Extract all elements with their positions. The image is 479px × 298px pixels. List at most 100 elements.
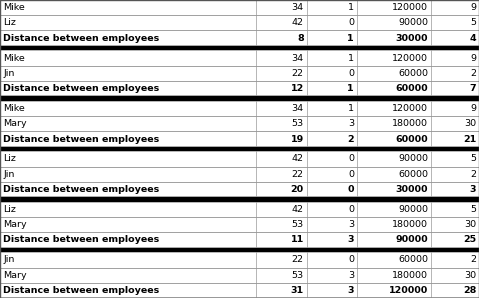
Text: 2: 2 bbox=[470, 255, 476, 264]
Text: 5: 5 bbox=[470, 18, 476, 27]
Bar bbox=[0, 252, 479, 268]
Text: 22: 22 bbox=[292, 69, 304, 78]
Bar bbox=[0, 248, 479, 252]
Text: 60000: 60000 bbox=[396, 134, 428, 144]
Text: Liz: Liz bbox=[3, 154, 16, 164]
Text: 19: 19 bbox=[290, 134, 304, 144]
Text: Distance between employees: Distance between employees bbox=[3, 235, 160, 244]
Text: 42: 42 bbox=[292, 205, 304, 214]
Text: 60000: 60000 bbox=[398, 170, 428, 179]
Text: 7: 7 bbox=[469, 84, 476, 93]
Bar bbox=[0, 66, 479, 81]
Bar bbox=[0, 30, 479, 46]
Text: 53: 53 bbox=[292, 220, 304, 229]
Text: 34: 34 bbox=[292, 3, 304, 12]
Text: 3: 3 bbox=[348, 271, 354, 280]
Bar bbox=[0, 167, 479, 182]
Text: 3: 3 bbox=[348, 119, 354, 128]
Bar bbox=[0, 217, 479, 232]
Bar bbox=[0, 283, 479, 298]
Text: 22: 22 bbox=[292, 170, 304, 179]
Text: Jin: Jin bbox=[3, 69, 15, 78]
Text: 3: 3 bbox=[348, 220, 354, 229]
Text: Distance between employees: Distance between employees bbox=[3, 34, 160, 43]
Text: 30: 30 bbox=[464, 119, 476, 128]
Text: 31: 31 bbox=[291, 286, 304, 295]
Text: 180000: 180000 bbox=[392, 220, 428, 229]
Text: 21: 21 bbox=[463, 134, 476, 144]
Text: 30000: 30000 bbox=[396, 34, 428, 43]
Text: 90000: 90000 bbox=[396, 235, 428, 244]
Text: 1: 1 bbox=[347, 84, 354, 93]
Text: Distance between employees: Distance between employees bbox=[3, 84, 160, 93]
Bar bbox=[0, 50, 479, 66]
Text: 2: 2 bbox=[347, 134, 354, 144]
Text: 90000: 90000 bbox=[398, 154, 428, 164]
Text: 180000: 180000 bbox=[392, 119, 428, 128]
Text: 42: 42 bbox=[292, 18, 304, 27]
Text: 0: 0 bbox=[348, 170, 354, 179]
Text: 30000: 30000 bbox=[396, 185, 428, 194]
Text: Distance between employees: Distance between employees bbox=[3, 134, 160, 144]
Text: 3: 3 bbox=[347, 286, 354, 295]
Text: 3: 3 bbox=[469, 185, 476, 194]
Text: 0: 0 bbox=[347, 185, 354, 194]
Text: 9: 9 bbox=[470, 3, 476, 12]
Bar bbox=[0, 202, 479, 217]
Text: 30: 30 bbox=[464, 220, 476, 229]
Bar bbox=[0, 232, 479, 248]
Bar bbox=[0, 101, 479, 116]
Text: Mary: Mary bbox=[3, 271, 27, 280]
Bar bbox=[0, 182, 479, 197]
Text: 25: 25 bbox=[463, 235, 476, 244]
Bar bbox=[0, 15, 479, 30]
Text: Jin: Jin bbox=[3, 255, 15, 264]
Text: 8: 8 bbox=[297, 34, 304, 43]
Text: 0: 0 bbox=[348, 69, 354, 78]
Text: 2: 2 bbox=[470, 69, 476, 78]
Text: 5: 5 bbox=[470, 205, 476, 214]
Text: 1: 1 bbox=[347, 34, 354, 43]
Text: Mary: Mary bbox=[3, 220, 27, 229]
Text: Jin: Jin bbox=[3, 170, 15, 179]
Text: 0: 0 bbox=[348, 255, 354, 264]
Bar bbox=[0, 131, 479, 147]
Text: 42: 42 bbox=[292, 154, 304, 164]
Bar bbox=[0, 147, 479, 151]
Text: 9: 9 bbox=[470, 104, 476, 113]
Text: 30: 30 bbox=[464, 271, 476, 280]
Text: 120000: 120000 bbox=[389, 286, 428, 295]
Text: 2: 2 bbox=[470, 170, 476, 179]
Text: 0: 0 bbox=[348, 154, 354, 164]
Text: Liz: Liz bbox=[3, 18, 16, 27]
Text: 1: 1 bbox=[348, 104, 354, 113]
Text: Mary: Mary bbox=[3, 119, 27, 128]
Bar bbox=[0, 268, 479, 283]
Bar bbox=[0, 116, 479, 131]
Text: Mike: Mike bbox=[3, 3, 25, 12]
Text: 90000: 90000 bbox=[398, 18, 428, 27]
Text: 5: 5 bbox=[470, 154, 476, 164]
Text: 60000: 60000 bbox=[398, 69, 428, 78]
Text: 34: 34 bbox=[292, 54, 304, 63]
Text: 120000: 120000 bbox=[392, 104, 428, 113]
Text: Liz: Liz bbox=[3, 205, 16, 214]
Text: 1: 1 bbox=[348, 3, 354, 12]
Text: 60000: 60000 bbox=[396, 84, 428, 93]
Text: 120000: 120000 bbox=[392, 54, 428, 63]
Text: 4: 4 bbox=[469, 34, 476, 43]
Text: 1: 1 bbox=[348, 54, 354, 63]
Text: 0: 0 bbox=[348, 18, 354, 27]
Text: Mike: Mike bbox=[3, 104, 25, 113]
Bar bbox=[0, 81, 479, 96]
Text: 9: 9 bbox=[470, 54, 476, 63]
Text: 180000: 180000 bbox=[392, 271, 428, 280]
Text: Mike: Mike bbox=[3, 54, 25, 63]
Bar bbox=[0, 0, 479, 15]
Text: 34: 34 bbox=[292, 104, 304, 113]
Text: 0: 0 bbox=[348, 205, 354, 214]
Text: 90000: 90000 bbox=[398, 205, 428, 214]
Text: 22: 22 bbox=[292, 255, 304, 264]
Text: 12: 12 bbox=[290, 84, 304, 93]
Text: 60000: 60000 bbox=[398, 255, 428, 264]
